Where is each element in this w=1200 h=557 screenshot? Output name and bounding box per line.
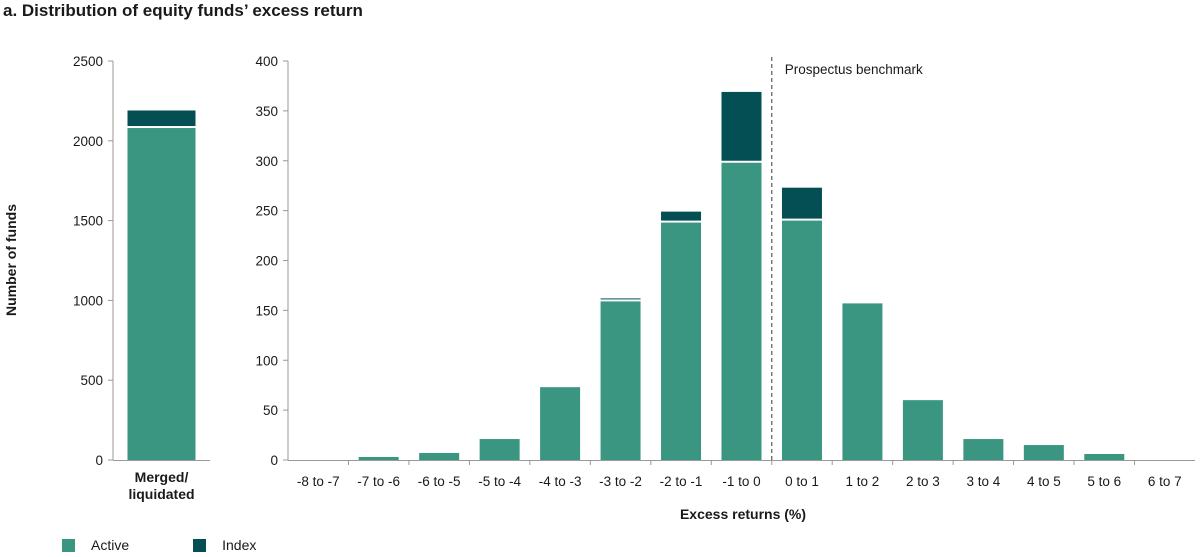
legend-label-active: Active	[91, 537, 130, 553]
y-tick-label: 100	[255, 353, 278, 368]
bar-index	[661, 211, 702, 221]
y-tick-label: 350	[255, 104, 278, 119]
y-tick-label: 250	[255, 204, 278, 219]
bar-index	[721, 91, 762, 161]
y-axis-title: Number of funds	[3, 204, 19, 316]
legend-swatch-index	[193, 538, 207, 552]
x-axis-title: Excess returns (%)	[680, 506, 806, 522]
excess-return-chart: 0 500 1000 1500 2000 2500 Merged/liquidated 0 5…	[3, 54, 1195, 522]
y-tick-label: 300	[255, 154, 278, 169]
bar-active	[721, 162, 762, 460]
y-tick-label: 200	[255, 254, 278, 269]
x-tick-label: 3 to 4	[966, 474, 1000, 489]
bar-active	[842, 303, 883, 460]
y-tick-label: 0	[270, 453, 278, 468]
y-tick-label: 1000	[73, 293, 103, 308]
x-tick-label: -6 to -5	[418, 474, 461, 489]
bar-active	[358, 457, 399, 460]
x-tick-label: -7 to -6	[357, 474, 400, 489]
bar-active	[963, 439, 1004, 460]
bar-active	[902, 400, 943, 460]
y-tick-label: 2000	[73, 134, 103, 149]
bar-index	[781, 187, 822, 219]
bar-active	[781, 220, 822, 460]
chart-title: a. Distribution of equity funds’ excess …	[3, 1, 363, 20]
y-tick-label: 500	[80, 373, 103, 388]
x-tick-label: 0 to 1	[785, 474, 819, 489]
y-tick-label: 1500	[73, 214, 103, 229]
y-tick-label: 400	[255, 54, 278, 69]
merged-liquidated-panel: 0 500 1000 1500 2000 2500 Merged/liquidated	[73, 54, 210, 502]
bar-index	[127, 110, 196, 127]
bar-active	[419, 453, 460, 460]
legend-item-index: Index	[193, 537, 256, 553]
x-tick-label: 1 to 2	[846, 474, 880, 489]
x-tick-label: -1 to 0	[722, 474, 760, 489]
legend-label-index: Index	[222, 537, 257, 553]
bar-active	[1084, 454, 1125, 460]
legend-swatch-active	[62, 538, 75, 552]
y-tick-label: 150	[255, 303, 278, 318]
x-tick-label: Merged/liquidated	[128, 469, 194, 502]
x-tick-label: -3 to -2	[599, 474, 642, 489]
bar-active	[479, 439, 520, 460]
x-tick-label: 6 to 7	[1148, 474, 1182, 489]
bar-index	[600, 298, 641, 300]
bar-active	[1023, 445, 1064, 460]
y-tick-label: 50	[263, 403, 278, 418]
legend-item-active: Active	[62, 537, 129, 553]
x-tick-label: 2 to 3	[906, 474, 940, 489]
x-tick-label: 4 to 5	[1027, 474, 1061, 489]
x-tick-label: -5 to -4	[478, 474, 521, 489]
bar-active	[600, 301, 641, 460]
y-tick-label: 2500	[73, 54, 103, 69]
legend: Active Index	[62, 537, 320, 553]
bar-active	[540, 387, 581, 460]
benchmark-annotation: Prospectus benchmark	[785, 62, 923, 77]
bar-active	[661, 222, 702, 460]
x-tick-label: -8 to -7	[297, 474, 340, 489]
x-tick-label: -2 to -1	[660, 474, 703, 489]
bar-active	[127, 128, 196, 461]
excess-return-distribution-panel: 0 50 100 150 200 250 300 350 400 -8 to -7 -7 to -6…	[255, 54, 1195, 489]
x-tick-label: -4 to -3	[539, 474, 582, 489]
y-tick-label: 0	[95, 453, 103, 468]
x-tick-label: 5 to 6	[1087, 474, 1121, 489]
